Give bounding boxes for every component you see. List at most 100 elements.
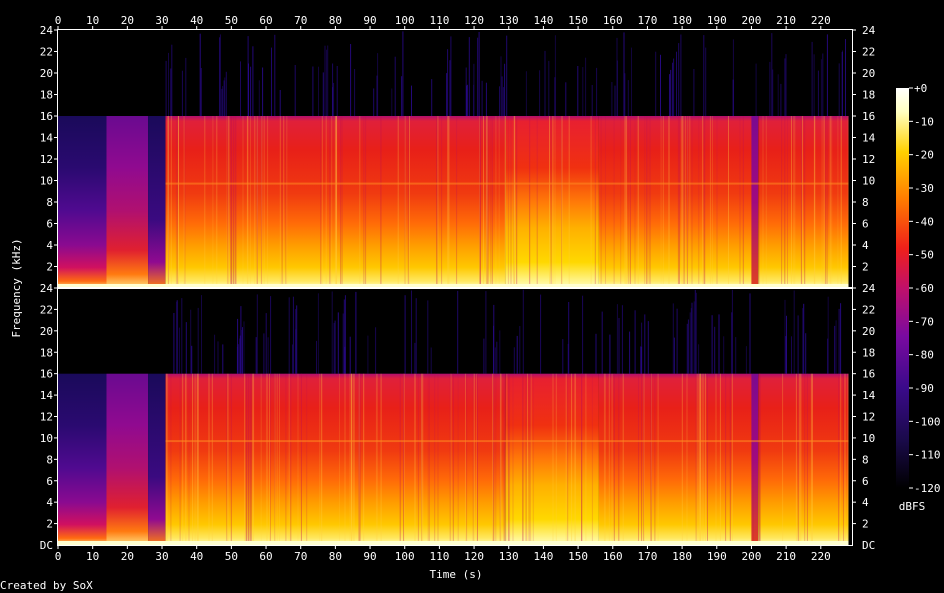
texture-streak — [421, 373, 423, 545]
texture-streak — [682, 116, 683, 288]
spectral-spike — [785, 54, 787, 116]
y-tick-label: 4 — [862, 496, 869, 509]
spectral-spike — [554, 77, 556, 116]
texture-streak — [527, 373, 528, 545]
texture-streak — [339, 373, 340, 545]
texture-streak — [359, 116, 361, 288]
texture-streak — [704, 373, 706, 545]
spectral-spike — [731, 312, 733, 374]
spectral-spike — [344, 295, 346, 374]
texture-streak — [434, 373, 436, 545]
spectral-spike — [731, 289, 733, 374]
y-tick-label: 2 — [46, 261, 53, 274]
spectral-spike — [250, 66, 252, 116]
y-tick-label: 20 — [862, 67, 875, 80]
spectral-spike — [391, 88, 393, 116]
spectral-spike — [703, 35, 705, 116]
texture-streak — [691, 116, 693, 288]
texture-streak — [437, 373, 439, 545]
texture-streak — [507, 116, 509, 288]
spectral-spike — [242, 327, 243, 374]
texture-streak — [269, 373, 270, 545]
spectral-spike — [201, 295, 202, 374]
texture-streak — [263, 116, 265, 288]
texture-streak — [821, 116, 823, 288]
spectral-spike — [595, 333, 597, 374]
spectral-spike — [265, 313, 267, 374]
texture-streak — [456, 116, 458, 288]
texture-streak — [234, 116, 236, 288]
texture-streak — [226, 116, 228, 288]
spectral-spike — [672, 303, 674, 374]
spectral-spike — [802, 308, 804, 374]
texture-streak — [167, 116, 169, 288]
spectral-spike — [324, 45, 326, 117]
texture-streak — [492, 373, 494, 545]
colorbar-tick-label: -80 — [914, 349, 934, 362]
segment-fade — [148, 373, 166, 545]
spectral-spike — [185, 57, 187, 116]
texture-streak — [380, 116, 382, 288]
texture-streak — [285, 373, 287, 545]
texture-streak — [261, 116, 263, 288]
texture-streak — [344, 373, 346, 545]
spectral-spike — [755, 63, 757, 116]
texture-streak — [232, 116, 234, 288]
texture-streak — [594, 116, 596, 288]
x-tick-label: 130 — [499, 550, 519, 563]
texture-streak — [662, 116, 664, 288]
texture-streak — [452, 373, 454, 545]
texture-streak — [297, 373, 299, 545]
texture-streak — [782, 373, 784, 545]
texture-streak — [194, 373, 196, 545]
spectral-spike — [784, 299, 786, 374]
x-tick-label: 60 — [259, 550, 272, 563]
spectral-spike — [749, 293, 751, 374]
texture-streak — [492, 373, 494, 545]
texture-streak — [759, 373, 761, 545]
spectral-spike — [337, 312, 339, 374]
texture-streak — [407, 116, 409, 288]
texture-streak — [591, 373, 593, 545]
segment-loud — [165, 373, 506, 545]
texture-streak — [245, 373, 247, 545]
x-tick-label: 220 — [811, 550, 831, 563]
texture-streak — [228, 116, 229, 288]
y-tick-label: 12 — [40, 411, 53, 424]
texture-streak — [428, 373, 430, 545]
spectral-spike — [695, 292, 697, 374]
texture-streak — [170, 373, 172, 545]
texture-streak — [493, 373, 495, 545]
texture-streak — [679, 116, 680, 288]
spectral-spike — [344, 346, 346, 374]
spectral-spike — [318, 66, 319, 116]
texture-streak — [530, 373, 532, 545]
spectral-spike — [548, 60, 550, 116]
texture-streak — [608, 373, 610, 545]
texture-streak — [838, 373, 840, 545]
texture-streak — [197, 373, 199, 545]
spectral-spike — [342, 313, 344, 374]
spectral-spike — [504, 63, 506, 116]
texture-streak — [422, 373, 424, 545]
texture-streak — [528, 373, 530, 545]
colorbar-tick-label: -50 — [914, 249, 934, 262]
texture-streak — [660, 116, 662, 288]
colorbar: +0 -10 -20 -30 -40 -50 -60 -70 -80 -90 -100 -110 -12… — [896, 82, 941, 513]
x-tick-label: 10 — [86, 550, 99, 563]
spectral-spike — [222, 86, 224, 116]
spectral-spike — [655, 51, 657, 117]
texture-streak — [208, 373, 210, 545]
y-tick-label: 8 — [862, 196, 869, 209]
spectral-spike — [714, 326, 716, 374]
spectral-spike — [621, 305, 623, 374]
x-tick-label: 80 — [329, 550, 342, 563]
spectral-spike — [240, 306, 242, 374]
texture-streak — [794, 116, 796, 288]
texture-streak — [256, 116, 258, 288]
texture-streak — [329, 116, 331, 288]
spectral-spike — [539, 70, 541, 116]
y-tick-label: 16 — [862, 368, 875, 381]
y-tick-label: 10 — [40, 175, 53, 188]
spectral-spike — [614, 85, 616, 116]
